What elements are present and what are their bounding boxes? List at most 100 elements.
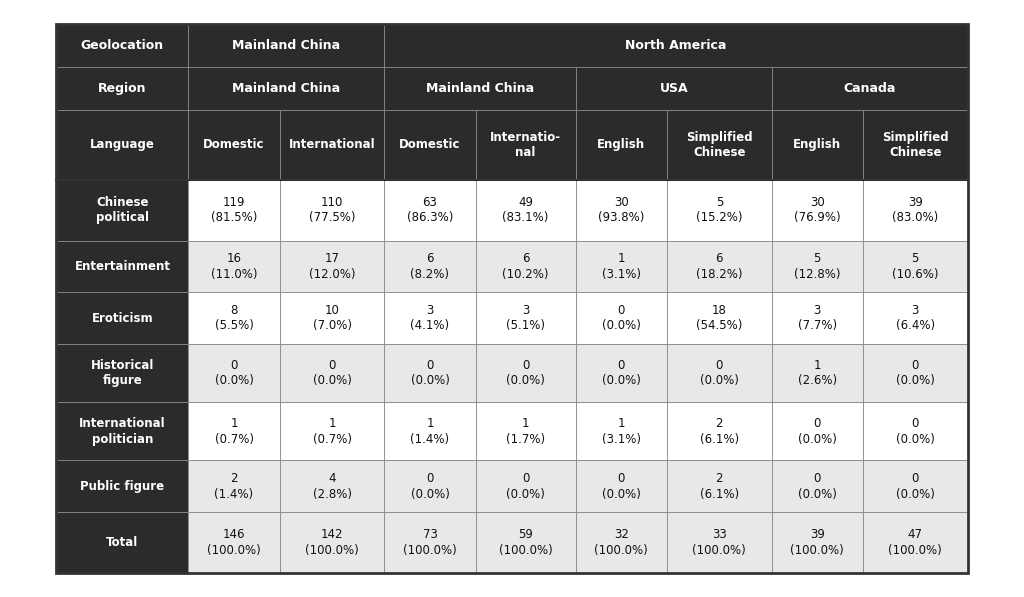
Bar <box>188 24 384 67</box>
Text: 18
(54.5%): 18 (54.5%) <box>696 304 742 333</box>
Bar <box>863 292 968 344</box>
Bar <box>772 180 863 241</box>
Bar <box>188 110 280 180</box>
Bar <box>667 180 772 241</box>
Bar <box>188 292 280 344</box>
Text: 0
(0.0%): 0 (0.0%) <box>896 359 935 387</box>
Text: Entertainment: Entertainment <box>75 260 170 273</box>
Bar <box>575 344 667 402</box>
Text: 2
(6.1%): 2 (6.1%) <box>699 417 739 445</box>
Text: English: English <box>597 139 645 151</box>
Text: Chinese
political: Chinese political <box>96 196 148 224</box>
Bar <box>280 180 384 241</box>
Text: 5
(10.6%): 5 (10.6%) <box>892 252 939 281</box>
Bar <box>475 460 575 512</box>
Text: 30
(76.9%): 30 (76.9%) <box>794 196 841 224</box>
Bar <box>56 512 188 573</box>
Bar <box>188 512 280 573</box>
Text: 3
(6.4%): 3 (6.4%) <box>896 304 935 333</box>
Text: Region: Region <box>98 82 146 95</box>
Text: 5
(12.8%): 5 (12.8%) <box>794 252 841 281</box>
Text: 39
(83.0%): 39 (83.0%) <box>892 196 938 224</box>
Bar <box>575 402 667 460</box>
Bar <box>56 402 188 460</box>
Text: 0
(0.0%): 0 (0.0%) <box>411 359 450 387</box>
Text: 1
(0.7%): 1 (0.7%) <box>312 417 351 445</box>
Text: Geolocation: Geolocation <box>81 39 164 52</box>
Text: 0
(0.0%): 0 (0.0%) <box>896 417 935 445</box>
Text: 2
(6.1%): 2 (6.1%) <box>699 472 739 500</box>
Bar <box>280 460 384 512</box>
Text: 49
(83.1%): 49 (83.1%) <box>503 196 549 224</box>
Bar <box>667 460 772 512</box>
Bar <box>772 512 863 573</box>
Text: Mainland China: Mainland China <box>232 82 341 95</box>
Text: 32
(100.0%): 32 (100.0%) <box>595 528 648 557</box>
Bar <box>575 512 667 573</box>
Bar <box>384 460 475 512</box>
Text: 0
(0.0%): 0 (0.0%) <box>602 472 641 500</box>
Bar <box>280 292 384 344</box>
Text: 1
(1.7%): 1 (1.7%) <box>506 417 545 445</box>
Bar <box>280 344 384 402</box>
Bar <box>772 344 863 402</box>
Bar <box>384 402 475 460</box>
Bar <box>863 180 968 241</box>
Text: 110
(77.5%): 110 (77.5%) <box>309 196 355 224</box>
Text: Mainland China: Mainland China <box>426 82 535 95</box>
Bar <box>575 241 667 292</box>
Text: 10
(7.0%): 10 (7.0%) <box>312 304 351 333</box>
Text: 119
(81.5%): 119 (81.5%) <box>211 196 257 224</box>
Bar <box>575 180 667 241</box>
Text: Simplified
Chinese: Simplified Chinese <box>686 131 753 159</box>
Bar <box>475 110 575 180</box>
Text: 73
(100.0%): 73 (100.0%) <box>403 528 457 557</box>
Text: 0
(0.0%): 0 (0.0%) <box>411 472 450 500</box>
Text: 0
(0.0%): 0 (0.0%) <box>798 417 837 445</box>
Text: 0
(0.0%): 0 (0.0%) <box>506 472 545 500</box>
Bar <box>667 402 772 460</box>
Bar <box>667 292 772 344</box>
Bar <box>475 402 575 460</box>
Bar <box>667 110 772 180</box>
Bar <box>667 512 772 573</box>
Bar <box>384 344 475 402</box>
Text: Canada: Canada <box>844 82 896 95</box>
Bar <box>863 110 968 180</box>
Text: Domestic: Domestic <box>399 139 461 151</box>
Text: USA: USA <box>659 82 688 95</box>
Text: 146
(100.0%): 146 (100.0%) <box>207 528 261 557</box>
Bar <box>280 110 384 180</box>
Text: 0
(0.0%): 0 (0.0%) <box>602 304 641 333</box>
Text: 6
(10.2%): 6 (10.2%) <box>503 252 549 281</box>
Text: 1
(0.7%): 1 (0.7%) <box>215 417 254 445</box>
Bar <box>772 67 968 110</box>
Text: Language: Language <box>90 139 155 151</box>
Bar <box>475 292 575 344</box>
Bar <box>667 344 772 402</box>
Bar <box>188 402 280 460</box>
Text: 1
(3.1%): 1 (3.1%) <box>602 417 641 445</box>
Bar <box>280 402 384 460</box>
Text: Internatio-
nal: Internatio- nal <box>490 131 561 159</box>
Text: 47
(100.0%): 47 (100.0%) <box>889 528 942 557</box>
Bar <box>772 402 863 460</box>
Text: Total: Total <box>106 536 138 549</box>
Text: Domestic: Domestic <box>204 139 265 151</box>
Bar <box>56 180 188 241</box>
Text: 0
(0.0%): 0 (0.0%) <box>798 472 837 500</box>
Text: 39
(100.0%): 39 (100.0%) <box>791 528 844 557</box>
Bar <box>280 241 384 292</box>
Bar <box>56 67 188 110</box>
Bar <box>863 344 968 402</box>
Text: 8
(5.5%): 8 (5.5%) <box>215 304 254 333</box>
Text: 17
(12.0%): 17 (12.0%) <box>309 252 355 281</box>
Text: 1
(1.4%): 1 (1.4%) <box>411 417 450 445</box>
Bar <box>384 180 475 241</box>
Text: Public figure: Public figure <box>80 480 165 493</box>
Text: 0
(0.0%): 0 (0.0%) <box>896 472 935 500</box>
Text: 6
(18.2%): 6 (18.2%) <box>696 252 742 281</box>
Text: International: International <box>289 139 376 151</box>
Bar <box>863 512 968 573</box>
Bar <box>56 344 188 402</box>
